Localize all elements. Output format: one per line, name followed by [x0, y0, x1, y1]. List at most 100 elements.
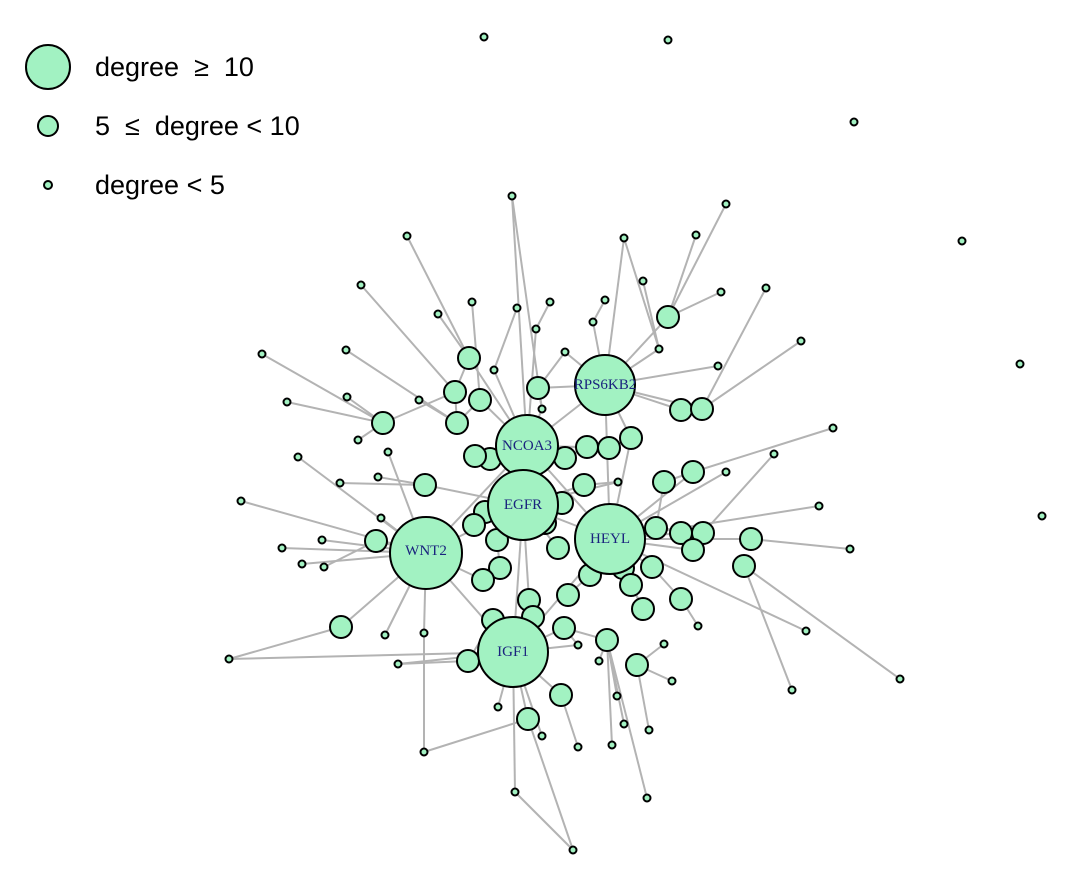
network-node-medium — [549, 683, 573, 707]
network-node-small — [607, 740, 617, 750]
network-edge — [286, 401, 384, 424]
network-node-small — [376, 513, 386, 523]
network-node-small — [467, 297, 477, 307]
network-node-small — [380, 630, 390, 640]
network-edge — [667, 234, 697, 318]
network-edge — [493, 307, 518, 371]
network-edge — [535, 301, 551, 330]
network-node-medium — [471, 568, 495, 592]
network-node-medium — [681, 538, 705, 562]
network-node-medium — [516, 707, 540, 731]
network-edge — [511, 195, 528, 447]
edge-layer — [228, 195, 901, 851]
network-edge — [701, 340, 802, 410]
network-node-small — [845, 544, 855, 554]
network-node-medium — [445, 411, 469, 435]
hub-label-layer: RPS6KB2 NCOA3 EGFR HEYL WNT2 IGF1 — [405, 377, 636, 660]
network-node-small — [353, 435, 363, 445]
network-node-small — [663, 35, 673, 45]
network-node-medium — [652, 470, 676, 494]
network-node-small — [531, 324, 541, 334]
network-edge — [423, 718, 529, 753]
network-node-small — [619, 233, 629, 243]
network-node-small — [512, 303, 522, 313]
network-node-hub — [487, 469, 559, 541]
network-node-medium — [640, 555, 664, 579]
network-node-small — [568, 845, 578, 855]
network-node-small — [537, 404, 547, 414]
network-node-small — [282, 397, 292, 407]
network-edge — [606, 639, 613, 746]
network-edge — [743, 565, 901, 680]
network-node-small — [319, 562, 329, 572]
network-edge — [514, 791, 574, 851]
network-node-small — [721, 467, 731, 477]
network-node-small — [573, 742, 583, 752]
network-node-small — [257, 349, 267, 359]
network-node-small — [277, 543, 287, 553]
network-node-small — [297, 559, 307, 569]
network-node-small — [433, 309, 443, 319]
network-node-medium — [443, 380, 467, 404]
network-node-hub — [574, 354, 636, 416]
network-node-medium — [625, 653, 649, 677]
network-node-hub — [389, 516, 463, 590]
network-node-medium — [595, 628, 619, 652]
network-node-hub — [477, 616, 549, 688]
network-node-medium — [526, 376, 550, 400]
network-edge — [692, 427, 834, 473]
network-edge — [345, 349, 458, 424]
network-node-small — [419, 628, 429, 638]
network-node-medium — [690, 397, 714, 421]
network-node-medium — [619, 426, 643, 450]
network-edge — [406, 235, 470, 359]
network-node-medium — [631, 597, 655, 621]
network-node-small — [373, 472, 383, 482]
network-node-small — [787, 685, 797, 695]
network-node-small — [341, 345, 351, 355]
network-node-small — [1037, 511, 1047, 521]
network-node-medium — [468, 388, 492, 412]
network-node-small — [335, 478, 345, 488]
network-node-small — [691, 230, 701, 240]
network-node-small — [659, 639, 669, 649]
network-node-medium — [669, 398, 693, 422]
network-node-medium — [572, 473, 596, 497]
network-edge — [382, 391, 456, 424]
network-node-medium — [413, 473, 437, 497]
network-node-small — [713, 361, 723, 371]
network-node-medium — [371, 411, 395, 435]
network-node-small — [613, 477, 623, 487]
network-node-small — [619, 719, 629, 729]
network-edge — [360, 284, 456, 393]
node-layer — [224, 32, 1047, 855]
network-node-small — [600, 295, 610, 305]
network-node-medium — [575, 435, 599, 459]
network-node-small — [493, 702, 503, 712]
hub-label-igf1: IGF1 — [497, 644, 529, 660]
network-node-small — [419, 747, 429, 757]
network-node-small — [537, 731, 547, 741]
network-edge — [261, 353, 384, 424]
network-node-medium — [597, 436, 621, 460]
network-node-medium — [669, 587, 693, 611]
network-node-small — [293, 452, 303, 462]
network-edge — [667, 203, 727, 318]
network-node-small — [356, 280, 366, 290]
network-node-medium — [739, 527, 763, 551]
network-node-small — [693, 621, 703, 631]
network-node-small — [801, 626, 811, 636]
network-node-medium — [462, 513, 486, 537]
legend-swatch-medium — [37, 115, 59, 137]
network-node-small — [612, 691, 622, 701]
network-node-small — [769, 449, 779, 459]
network-node-small — [545, 297, 555, 307]
network-node-small — [1015, 359, 1025, 369]
network-node-medium — [681, 460, 705, 484]
legend-label-large: degree ≥ 10 — [95, 52, 254, 82]
network-node-small — [224, 654, 234, 664]
network-node-small — [828, 423, 838, 433]
network-node-medium — [556, 583, 580, 607]
network-node-small — [588, 317, 598, 327]
legend-swatch-large — [25, 44, 71, 90]
